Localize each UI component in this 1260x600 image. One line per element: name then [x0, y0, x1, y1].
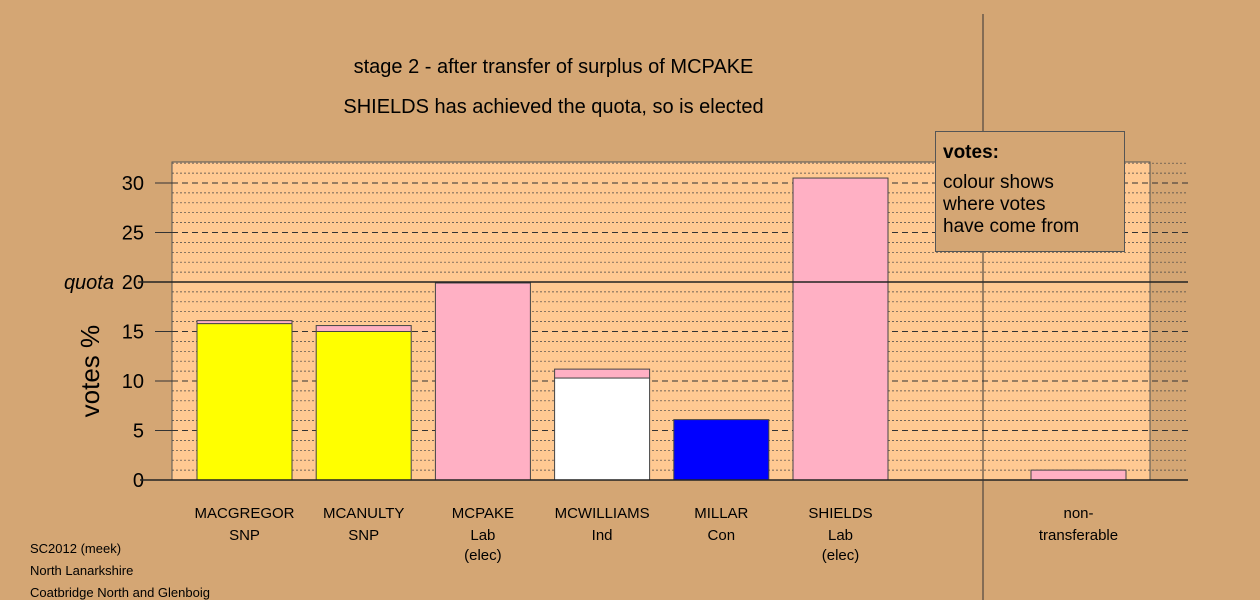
bar-shields-segment [792, 281, 889, 481]
candidate-name-label: MCPAKE [452, 505, 514, 522]
y-tick-label: 15 [122, 322, 144, 344]
bar-nontransferable-segment [1030, 469, 1127, 481]
bar-mcwilliams-segment [554, 377, 651, 481]
legend-title: votes: [943, 142, 999, 163]
bar-mcanulty-segment [315, 325, 412, 332]
candidate-party-label: SNP [229, 527, 260, 544]
candidate-elected-label: (elec) [464, 547, 502, 564]
legend-line-1: colour shows [943, 172, 1054, 193]
y-tick-label: 10 [122, 371, 144, 393]
quota-label: quota [64, 272, 114, 294]
y-tick-label: 0 [133, 470, 144, 492]
y-tick-label: 30 [122, 173, 144, 195]
nontransferable-label-line1: non- [1063, 505, 1093, 522]
chart-subtitle: SHIELDS has achieved the quota, so is el… [343, 96, 764, 118]
chart-title: stage 2 - after transfer of surplus of M… [353, 56, 754, 78]
bar-mcanulty-segment [315, 331, 412, 481]
footer-council: North Lanarkshire [30, 563, 134, 578]
bar-macgregor-segment [196, 320, 293, 325]
bar-mcpake-segment [434, 282, 531, 481]
legend-line-2: where votes [943, 194, 1046, 215]
candidate-name-label: MCANULTY [323, 505, 404, 522]
candidate-name-label: MACGREGOR [194, 505, 294, 522]
y-tick-label: 5 [133, 421, 144, 443]
candidate-party-label: Con [708, 527, 736, 544]
candidate-party-label: SNP [348, 527, 379, 544]
footer-source: SC2012 (meek) [30, 541, 122, 556]
y-axis-label: votes % [75, 325, 105, 418]
bar-mcwilliams-segment [554, 368, 651, 379]
candidate-party-label: Ind [592, 527, 613, 544]
bar-shields-segment [792, 177, 889, 283]
bar-millar-segment [673, 419, 770, 481]
footer-ward: Coatbridge North and Glenboig [30, 585, 210, 600]
candidate-party-label: Lab [470, 527, 495, 544]
candidate-party-label: Lab [828, 527, 853, 544]
nontransferable-label-line2: transferable [1039, 527, 1118, 544]
y-tick-label: 20 [122, 272, 144, 294]
legend-line-3: have come from [943, 216, 1080, 237]
candidate-name-label: MCWILLIAMS [555, 505, 650, 522]
y-tick-label: 25 [122, 223, 144, 245]
candidate-name-label: SHIELDS [808, 505, 872, 522]
bar-macgregor-segment [196, 323, 293, 481]
candidate-name-label: MILLAR [694, 505, 748, 522]
legend-box: votes: colour shows where votes have com… [935, 131, 1125, 252]
candidate-elected-label: (elec) [822, 547, 860, 564]
